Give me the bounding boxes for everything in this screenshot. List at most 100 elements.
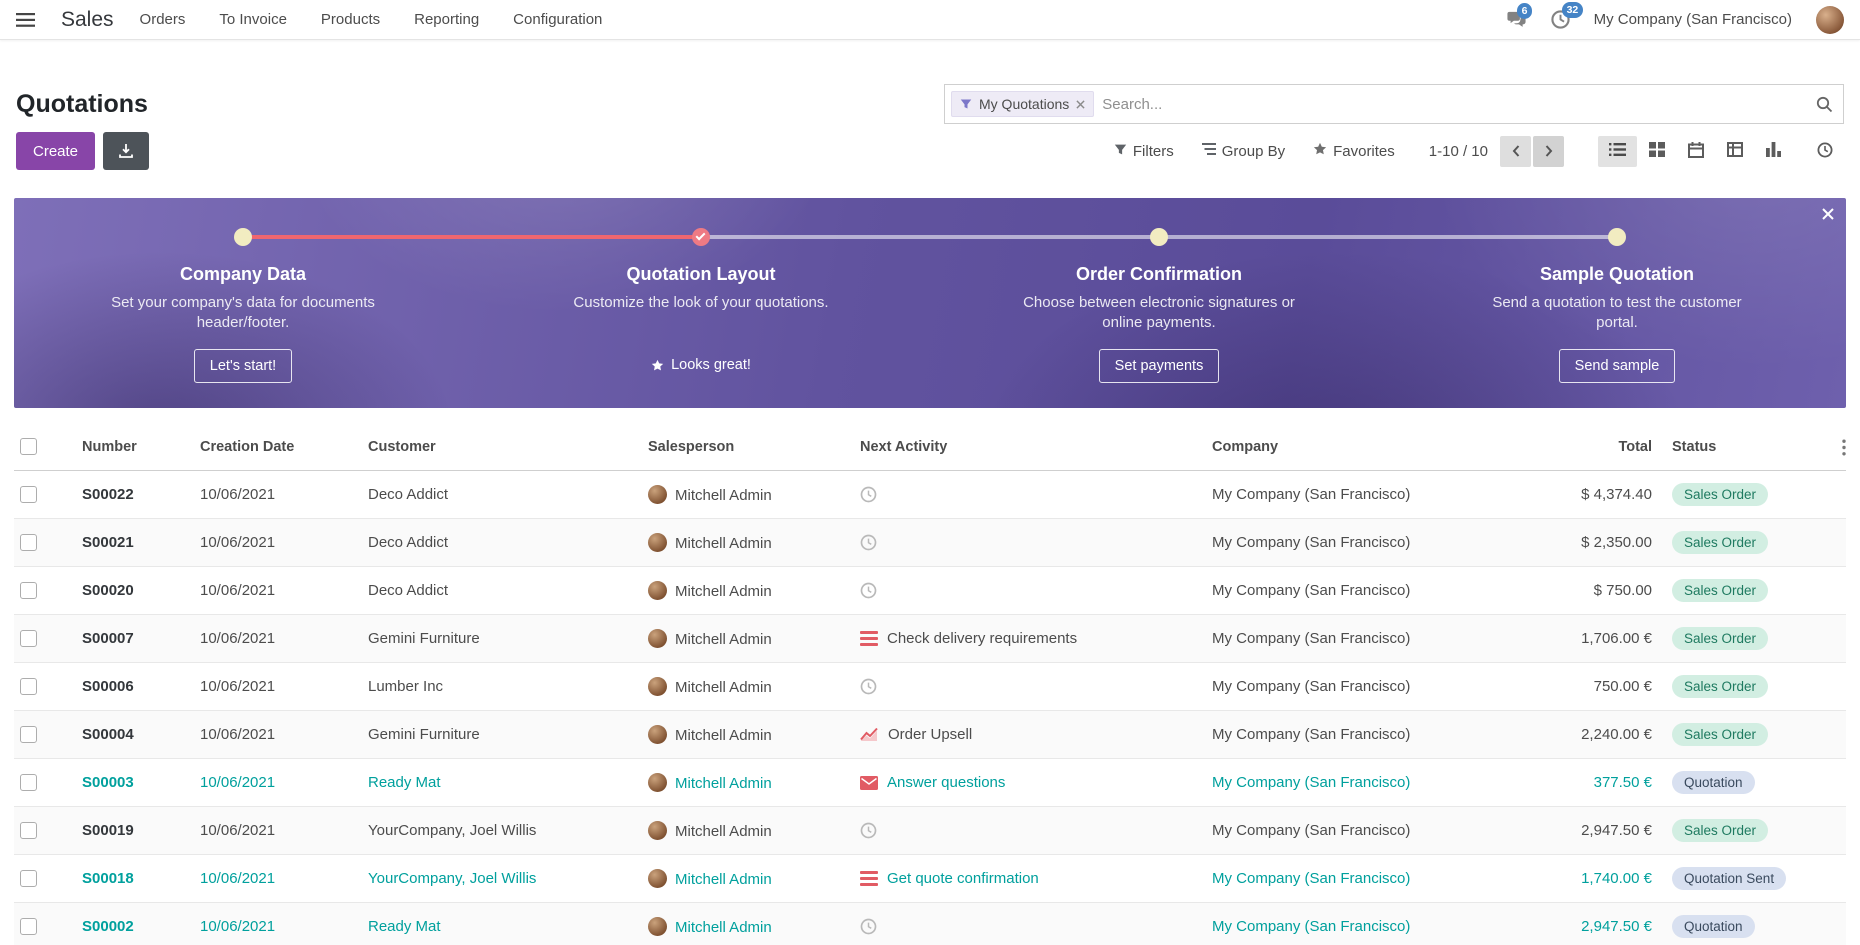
cell-select[interactable] — [14, 854, 76, 903]
cell-next-activity[interactable]: Get quote confirmation — [854, 854, 1206, 903]
activity-summary[interactable]: Answer questions — [887, 773, 1006, 791]
select-all-header[interactable] — [14, 424, 76, 471]
filters-button[interactable]: Filters — [1114, 142, 1174, 160]
activity-summary[interactable]: Check delivery requirements — [887, 629, 1078, 647]
send-sample-button[interactable]: Send sample — [1558, 349, 1676, 383]
app-name[interactable]: Sales — [61, 7, 114, 31]
clock-icon[interactable] — [860, 822, 877, 839]
list-icon[interactable] — [860, 871, 878, 887]
group-by-button[interactable]: Group By — [1201, 142, 1285, 160]
clock-icon[interactable] — [860, 486, 877, 503]
company-switcher[interactable]: My Company (San Francisco) — [1593, 11, 1792, 28]
search-bar[interactable]: My Quotations — [944, 84, 1844, 124]
row-checkbox[interactable] — [20, 629, 37, 647]
cell-next-activity[interactable] — [854, 806, 1206, 855]
cell-select[interactable] — [14, 902, 76, 945]
chart-icon[interactable] — [860, 727, 879, 742]
view-switch-list[interactable] — [1598, 135, 1637, 167]
table-row-s00002[interactable]: S00002 10/06/2021 Ready Mat Mitchell Admin M… — [14, 902, 1846, 945]
cell-select[interactable] — [14, 662, 76, 711]
pager-next-button[interactable] — [1533, 135, 1564, 167]
column-header-creation-date[interactable]: Creation Date — [194, 424, 362, 471]
table-row-s00020[interactable]: S00020 10/06/2021 Deco Addict Mitchell Admi… — [14, 566, 1846, 615]
table-row-s00022[interactable]: S00022 10/06/2021 Deco Addict Mitchell Admi… — [14, 470, 1846, 519]
create-button[interactable]: Create — [16, 132, 96, 170]
envelope-icon[interactable] — [860, 775, 878, 790]
looks-great-label: Looks great! — [671, 357, 751, 373]
select-all-checkbox[interactable] — [20, 438, 37, 456]
set-payments-button[interactable]: Set payments — [1098, 349, 1220, 383]
favorites-button[interactable]: Favorites — [1313, 142, 1395, 160]
activity-summary[interactable]: Order Upsell — [888, 725, 973, 743]
row-checkbox[interactable] — [20, 485, 37, 503]
view-switch-pivot[interactable] — [1715, 136, 1754, 167]
optional-columns-icon[interactable] — [1842, 439, 1846, 456]
row-checkbox[interactable] — [20, 821, 37, 839]
table-row-s00018[interactable]: S00018 10/06/2021 YourCompany, Joel Willis… — [14, 854, 1846, 903]
column-header-status[interactable]: Status — [1666, 424, 1846, 471]
row-checkbox[interactable] — [20, 581, 37, 599]
table-row-s00019[interactable]: S00019 10/06/2021 YourCompany, Joel Willis… — [14, 806, 1846, 855]
row-checkbox[interactable] — [20, 917, 37, 935]
cell-next-activity[interactable] — [854, 902, 1206, 945]
user-avatar[interactable] — [1816, 5, 1844, 34]
column-header-customer[interactable]: Customer — [362, 424, 642, 471]
column-header-next-activity[interactable]: Next Activity — [854, 424, 1206, 471]
export-button[interactable] — [103, 132, 150, 170]
clock-icon[interactable] — [860, 678, 877, 695]
nav-item-configuration[interactable]: Configuration — [513, 11, 603, 28]
nav-item-reporting[interactable]: Reporting — [414, 11, 480, 28]
cell-next-activity[interactable] — [854, 470, 1206, 519]
view-switch-kanban[interactable] — [1637, 136, 1676, 167]
search-input[interactable] — [1102, 95, 1808, 113]
row-checkbox[interactable] — [20, 869, 37, 887]
row-checkbox[interactable] — [20, 725, 37, 743]
cell-select[interactable] — [14, 710, 76, 759]
row-checkbox[interactable] — [20, 773, 37, 791]
banner-close-button[interactable] — [1822, 208, 1834, 220]
cell-next-activity[interactable] — [854, 662, 1206, 711]
column-header-company[interactable]: Company — [1206, 424, 1536, 471]
view-switch-graph[interactable] — [1754, 136, 1793, 167]
view-switch-calendar[interactable] — [1676, 136, 1715, 167]
lets-start-button[interactable]: Let's start! — [193, 349, 293, 383]
view-switch-activity[interactable] — [1805, 136, 1844, 167]
table-row-s00007[interactable]: S00007 10/06/2021 Gemini Furniture Mitchell… — [14, 614, 1846, 663]
looks-great-button[interactable]: Looks great! — [651, 349, 751, 381]
cell-select[interactable] — [14, 470, 76, 519]
table-row-s00021[interactable]: S00021 10/06/2021 Deco Addict Mitchell Admi… — [14, 518, 1846, 567]
cell-select[interactable] — [14, 518, 76, 567]
cell-select[interactable] — [14, 806, 76, 855]
cell-select[interactable] — [14, 566, 76, 615]
clock-icon[interactable] — [860, 582, 877, 599]
clock-icon[interactable] — [860, 534, 877, 551]
cell-select[interactable] — [14, 614, 76, 663]
pager-previous-button[interactable] — [1500, 135, 1531, 167]
column-header-salesperson[interactable]: Salesperson — [642, 424, 854, 471]
table-row-s00006[interactable]: S00006 10/06/2021 Lumber Inc Mitchell Admin… — [14, 662, 1846, 711]
cell-next-activity[interactable] — [854, 566, 1206, 615]
row-checkbox[interactable] — [20, 533, 37, 551]
row-checkbox[interactable] — [20, 677, 37, 695]
cell-next-activity[interactable]: Answer questions — [854, 758, 1206, 807]
cell-next-activity[interactable]: Order Upsell — [854, 710, 1206, 759]
column-header-total[interactable]: Total — [1536, 424, 1666, 471]
column-header-number[interactable]: Number — [76, 424, 194, 471]
table-row-s00004[interactable]: S00004 10/06/2021 Gemini Furniture Mitchell… — [14, 710, 1846, 759]
cell-select[interactable] — [14, 758, 76, 807]
apps-menu-icon[interactable] — [16, 12, 35, 27]
facet-remove-icon[interactable] — [1076, 99, 1085, 109]
cell-next-activity[interactable]: Check delivery requirements — [854, 614, 1206, 663]
search-facet[interactable]: My Quotations — [951, 91, 1095, 117]
nav-item-products[interactable]: Products — [320, 11, 381, 28]
activity-summary[interactable]: Get quote confirmation — [887, 869, 1039, 887]
clock-icon[interactable] — [860, 918, 877, 935]
list-icon[interactable] — [860, 631, 878, 647]
nav-item-orders[interactable]: Orders — [139, 11, 186, 28]
activities-button[interactable]: 32 — [1550, 2, 1584, 29]
search-button[interactable] — [1816, 96, 1833, 113]
table-row-s00003[interactable]: S00003 10/06/2021 Ready Mat Mitchell Admin A… — [14, 758, 1846, 807]
messages-button[interactable]: 6 — [1506, 3, 1533, 28]
nav-item-to-invoice[interactable]: To Invoice — [219, 11, 287, 28]
cell-next-activity[interactable] — [854, 518, 1206, 567]
